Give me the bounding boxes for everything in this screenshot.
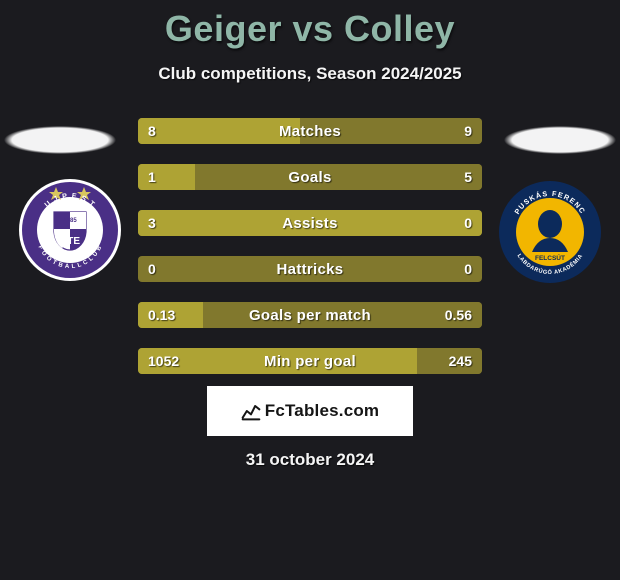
- bar-value-right: 0: [464, 256, 472, 282]
- bar-label: Goals per match: [138, 302, 482, 328]
- stat-row: Goals1 5: [138, 164, 482, 190]
- club-badge-right: PUSKÁS FERENC LABDARÚGÓ AKADÉMIA FELCSÚT: [498, 180, 602, 284]
- bar-value-left: 0: [148, 256, 156, 282]
- club-badge-left: U J P E S T F O O T B A L L C L U B UTE …: [18, 178, 122, 282]
- bar-value-left: 8: [148, 118, 156, 144]
- watermark: FcTables.com: [207, 386, 413, 436]
- puskas-badge-icon: PUSKÁS FERENC LABDARÚGÓ AKADÉMIA FELCSÚT: [498, 180, 602, 284]
- content: Geiger vs Colley Club competitions, Seas…: [0, 0, 620, 580]
- bar-value-right: 245: [449, 348, 472, 374]
- svg-text:UTE: UTE: [60, 236, 80, 247]
- date-text: 31 october 2024: [0, 450, 620, 470]
- bar-value-left: 3: [148, 210, 156, 236]
- bar-value-right: 5: [464, 164, 472, 190]
- stat-row: Assists3 0: [138, 210, 482, 236]
- ujpest-badge-icon: U J P E S T F O O T B A L L C L U B UTE …: [18, 178, 122, 282]
- stat-row: Min per goal1052 245: [138, 348, 482, 374]
- bar-value-left: 0.13: [148, 302, 175, 328]
- stat-row: Matches8 9: [138, 118, 482, 144]
- subtitle: Club competitions, Season 2024/2025: [0, 64, 620, 84]
- bar-value-left: 1052: [148, 348, 179, 374]
- chart-icon: [241, 401, 261, 421]
- stat-row: Goals per match0.13 0.56: [138, 302, 482, 328]
- bar-value-left: 1: [148, 164, 156, 190]
- bar-value-right: 0: [464, 210, 472, 236]
- svg-text:FELCSÚT: FELCSÚT: [535, 253, 565, 262]
- stat-row: Hattricks0 0: [138, 256, 482, 282]
- bar-label: Min per goal: [138, 348, 482, 374]
- stat-bars: Matches89Goals15Assists30Hattricks00Goal…: [138, 118, 482, 374]
- watermark-text: FcTables.com: [265, 401, 380, 421]
- svg-text:1885: 1885: [63, 218, 77, 224]
- bar-label: Goals: [138, 164, 482, 190]
- bar-label: Assists: [138, 210, 482, 236]
- bar-label: Matches: [138, 118, 482, 144]
- bar-label: Hattricks: [138, 256, 482, 282]
- bar-value-right: 9: [464, 118, 472, 144]
- page-title: Geiger vs Colley: [0, 0, 620, 50]
- bar-value-right: 0.56: [445, 302, 472, 328]
